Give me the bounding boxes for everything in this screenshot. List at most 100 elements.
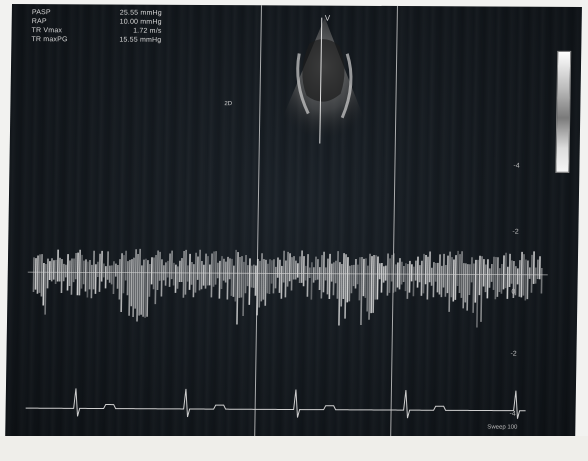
spectrum-line	[230, 258, 233, 296]
scale-tick-label: 0	[511, 288, 516, 296]
spectrum-line	[504, 252, 507, 289]
doppler-spectrum	[32, 248, 543, 328]
spectrum-line	[366, 265, 369, 312]
spectrum-line	[168, 253, 171, 287]
spectrum-line	[146, 260, 149, 317]
spectrum-line	[120, 253, 123, 312]
spectrum-line	[248, 258, 251, 305]
doppler-cursor-line	[319, 17, 323, 144]
spectrum-line	[160, 259, 163, 297]
spectrum-line	[332, 262, 335, 296]
spectrum-line	[76, 252, 79, 296]
sweep-speed-label: Sweep 100	[487, 424, 518, 431]
spectrum-line	[242, 261, 245, 316]
spectrum-line	[306, 254, 309, 297]
spectrum-line	[198, 249, 201, 291]
spectrum-line	[264, 259, 267, 306]
spectrum-line	[300, 250, 303, 283]
spectrum-line	[348, 265, 351, 302]
spectrum-line	[478, 255, 481, 296]
spectrum-line	[466, 264, 469, 311]
spectrum-line	[148, 263, 151, 297]
spectrum-line	[80, 254, 83, 289]
spectrum-line	[386, 253, 389, 296]
spectrum-line	[278, 259, 281, 293]
spectrum-line	[286, 251, 289, 287]
myocardium-wall	[296, 53, 353, 119]
spectrum-line	[42, 263, 45, 306]
spectrum-line	[462, 263, 465, 309]
spectrum-line	[272, 259, 275, 294]
spectrum-line	[376, 256, 379, 300]
spectrum-line	[182, 250, 185, 298]
spectrum-line	[218, 260, 221, 299]
spectrum-line	[84, 259, 87, 292]
spectrum-line	[122, 255, 125, 294]
spectrum-line	[326, 258, 329, 295]
spectrum-line	[90, 264, 93, 299]
spectrum-line	[458, 254, 461, 294]
spectrum-line	[328, 253, 331, 300]
spectrum-line	[532, 251, 535, 284]
spectrum-line	[32, 257, 35, 292]
spectrum-line	[310, 262, 313, 300]
spectrum-line	[118, 259, 121, 300]
spectrum-line	[220, 256, 223, 290]
spectrum-line	[44, 264, 47, 315]
spectrum-line	[492, 256, 495, 290]
spectrum-line	[368, 253, 371, 320]
spectrum-line	[204, 253, 207, 289]
spectrum-line	[526, 260, 529, 300]
spectrum-line	[364, 258, 367, 298]
spectrum-line	[142, 259, 145, 317]
spectrum-line	[126, 261, 129, 296]
scale-tick-label: -2	[512, 228, 519, 236]
spectrum-line	[472, 263, 475, 313]
ecg-trace	[25, 388, 526, 419]
spectrum-line	[138, 248, 141, 316]
spectrum-line	[144, 258, 147, 318]
spectrum-line	[238, 256, 241, 298]
spectrum-line	[524, 259, 527, 301]
spectrum-line	[86, 261, 89, 298]
grayscale-map-bar	[555, 50, 572, 173]
spectrum-line	[452, 259, 455, 302]
spectrum-line	[56, 249, 59, 282]
spectrum-line	[258, 260, 261, 308]
spectrum-line	[480, 256, 483, 322]
spectrum-line	[508, 253, 511, 288]
scale-tick-label: -4	[513, 162, 520, 170]
spectrum-line	[112, 261, 115, 294]
spectrum-line	[256, 259, 259, 316]
spectrum-line	[92, 250, 95, 290]
spectrum-line	[454, 255, 457, 300]
spectrum-line	[456, 250, 459, 287]
spectrum-line	[240, 256, 243, 298]
spectrum-line	[342, 253, 345, 299]
spectrum-line	[132, 257, 135, 317]
spectrum-line	[60, 259, 63, 293]
spectrum-line	[358, 257, 361, 301]
spectrum-line	[134, 249, 137, 309]
spectrum-line	[320, 255, 323, 299]
spectrum-line	[344, 254, 347, 319]
spectrum-line	[346, 257, 349, 303]
spectrum-line	[188, 253, 191, 290]
spectral-doppler-trace	[25, 248, 548, 419]
spectrum-line	[450, 257, 453, 298]
spectrum-line	[262, 259, 265, 300]
spectrum-line	[426, 256, 429, 300]
2d-sector-thumbnail	[275, 17, 370, 144]
spectrum-line	[518, 260, 521, 297]
spectrum-line	[388, 258, 391, 293]
spectrum-line	[244, 254, 247, 294]
spectrum-line	[422, 253, 425, 294]
spectrum-line	[260, 253, 263, 302]
spectrum-line	[442, 253, 445, 288]
spectrum-line	[338, 262, 341, 326]
spectrum-line	[284, 260, 287, 298]
spectrum-line	[128, 259, 131, 316]
spectrum-line	[156, 250, 159, 290]
spectrum-line	[212, 251, 215, 287]
